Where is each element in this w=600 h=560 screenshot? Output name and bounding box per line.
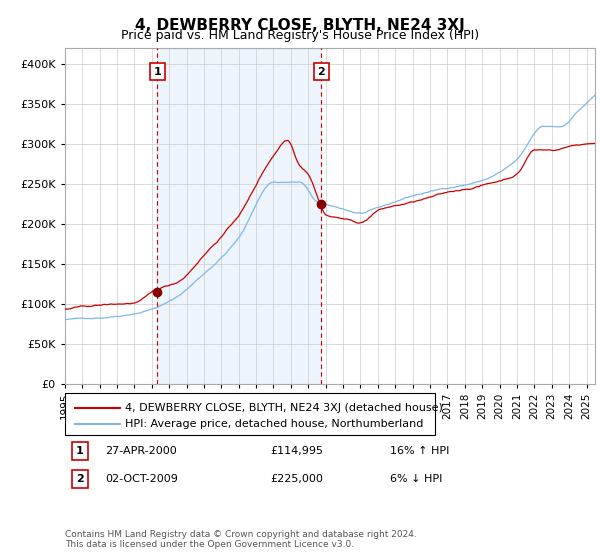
Text: Price paid vs. HM Land Registry's House Price Index (HPI): Price paid vs. HM Land Registry's House … — [121, 29, 479, 42]
Text: 4, DEWBERRY CLOSE, BLYTH, NE24 3XJ (detached house): 4, DEWBERRY CLOSE, BLYTH, NE24 3XJ (deta… — [125, 403, 443, 413]
Text: HPI: Average price, detached house, Northumberland: HPI: Average price, detached house, Nort… — [125, 419, 424, 429]
Text: 2: 2 — [76, 474, 84, 484]
Text: 6% ↓ HPI: 6% ↓ HPI — [390, 474, 442, 484]
Text: 27-APR-2000: 27-APR-2000 — [105, 446, 177, 456]
Text: 2: 2 — [317, 67, 325, 77]
Text: 1: 1 — [76, 446, 84, 456]
Text: £114,995: £114,995 — [270, 446, 323, 456]
Text: Contains HM Land Registry data © Crown copyright and database right 2024.
This d: Contains HM Land Registry data © Crown c… — [65, 530, 417, 549]
Bar — [157, 48, 322, 384]
Text: £225,000: £225,000 — [270, 474, 323, 484]
Text: 4, DEWBERRY CLOSE, BLYTH, NE24 3XJ: 4, DEWBERRY CLOSE, BLYTH, NE24 3XJ — [135, 18, 465, 33]
Text: 16% ↑ HPI: 16% ↑ HPI — [390, 446, 449, 456]
Text: 1: 1 — [154, 67, 161, 77]
Text: 02-OCT-2009: 02-OCT-2009 — [105, 474, 178, 484]
